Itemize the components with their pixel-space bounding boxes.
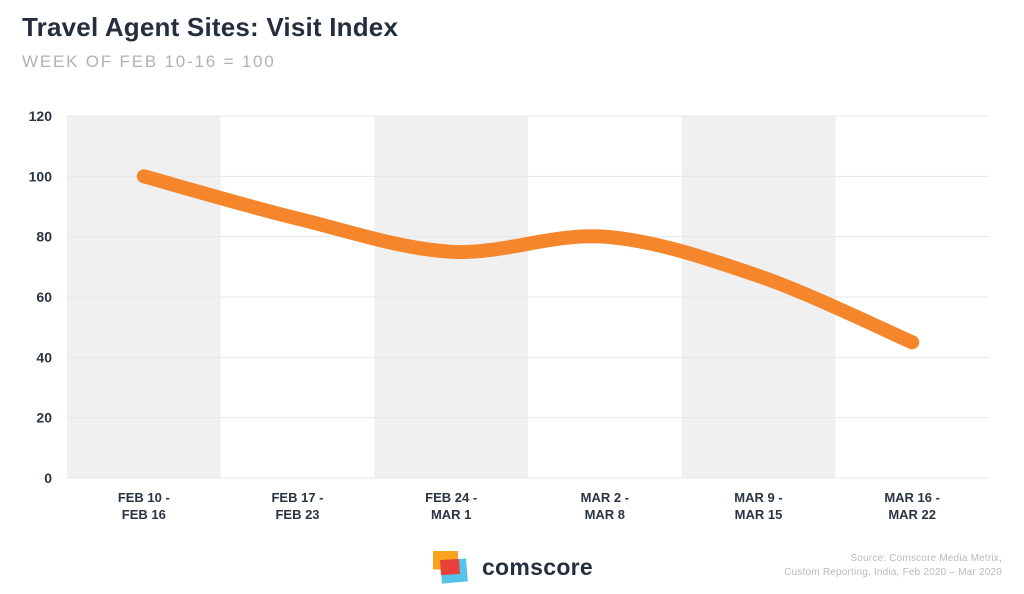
page-subtitle: WEEK OF FEB 10-16 = 100 (22, 51, 276, 71)
y-axis-tick-label: 20 (36, 410, 52, 426)
x-axis-category-label: MAR 2 -MAR 8 (581, 490, 629, 522)
x-axis-category-label: MAR 16 -MAR 22 (884, 490, 940, 522)
y-axis-tick-label: 100 (29, 168, 53, 184)
comscore-logo-icon (432, 551, 468, 584)
x-axis-category-label: FEB 24 -MAR 1 (425, 490, 477, 522)
x-axis-category-label: MAR 9 -MAR 15 (734, 490, 782, 522)
y-axis-tick-label: 120 (29, 108, 53, 124)
visit-index-line (136, 169, 920, 350)
source-attribution: Source: Comscore Media Metrix, Custom Re… (784, 552, 1002, 580)
y-axis-tick-label: 60 (36, 289, 52, 305)
y-axis-tick-label: 80 (36, 229, 52, 245)
y-axis-tick-label: 40 (36, 349, 52, 365)
y-axis-tick-label: 0 (44, 470, 52, 486)
chart-header: Travel Agent Sites: Visit Index WEEK OF … (22, 12, 399, 72)
comscore-brand: comscore (431, 548, 593, 586)
x-axis-category-label: FEB 17 -FEB 23 (271, 490, 323, 522)
source-line-1: Source: Comscore Media Metrix, (850, 553, 1002, 564)
comscore-wordmark: comscore (481, 553, 594, 580)
logo-red-rect (439, 558, 460, 576)
source-line-2: Custom Reporting, India, Feb 2020 – Mar … (784, 567, 1002, 578)
x-axis-category-label: FEB 10 -FEB 16 (118, 490, 170, 522)
page-title: Travel Agent Sites: Visit Index (22, 12, 399, 42)
